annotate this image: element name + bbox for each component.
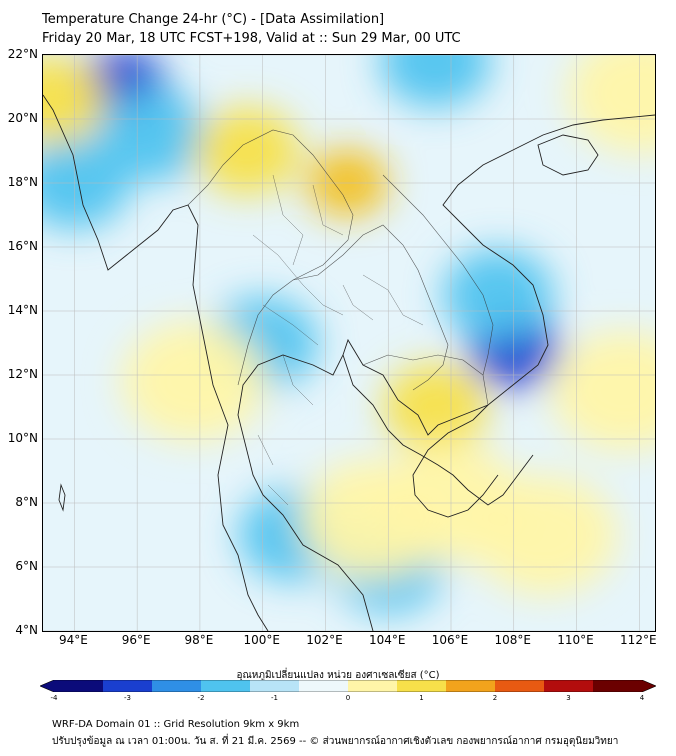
anomaly-warmer-10: [194, 107, 300, 195]
update-info: ปรับปรุงข้อมูล ณ เวลา 01:00น. วัน ส. ที่…: [52, 736, 619, 747]
colorbar-segment: [152, 680, 202, 692]
colorbar-tick-label: 1: [419, 694, 424, 702]
colorbar-max-extend: [642, 680, 656, 692]
lat-tick-label: 20°N: [7, 111, 38, 125]
lat-tick-label: 10°N: [7, 431, 38, 445]
mekong-delta: [412, 404, 499, 518]
colorbar-segment: [495, 680, 545, 692]
lat-tick-label: 12°N: [7, 367, 38, 381]
colorbar-tick-label: -1: [271, 694, 278, 702]
thai-provinces: [252, 174, 424, 506]
model-info: WRF-DA Domain 01 :: Grid Resolution 9km …: [52, 719, 300, 730]
anomaly-cold-5: [442, 249, 554, 341]
colorbar-segment: [544, 680, 594, 692]
anomaly-warm-12: [121, 321, 266, 442]
temperature-change-map: [42, 54, 656, 632]
lat-tick-label: 6°N: [15, 559, 38, 573]
lat-tick-label: 14°N: [7, 303, 38, 317]
colorbar-segment: [54, 680, 104, 692]
anomaly-warmer-11: [382, 363, 489, 451]
border-cambodia: [362, 354, 489, 406]
lon-tick-label: 100°E: [243, 633, 280, 647]
colorbar-segment: [348, 680, 398, 692]
lon-tick-label: 106°E: [431, 633, 469, 647]
border-thailand-laos: [292, 224, 449, 391]
lon-tick-label: 94°E: [58, 633, 88, 647]
colorbar-tick-label: 2: [492, 694, 498, 702]
anomaly-cold-1: [97, 89, 209, 181]
map-canvas: [43, 55, 655, 631]
colorbar-segment: [103, 680, 153, 692]
colorbar-tick-label: 3: [566, 694, 571, 702]
lon-tick-label: 96°E: [121, 633, 151, 647]
anomaly-cold-3: [380, 55, 491, 108]
colorbar-segment: [201, 680, 251, 692]
anomaly-warm-15: [551, 331, 655, 451]
andaman-islands: [58, 483, 66, 512]
colorbar-tick-label: -4: [50, 694, 58, 702]
colorbar-tick-label: -3: [124, 694, 131, 702]
colorbar-segment: [397, 680, 447, 692]
lon-tick-label: 98°E: [184, 633, 214, 647]
colorbar-label: อุณหภูมิเปลี่ยนแปลง หน่วย องศาเซลเซียส (…: [236, 670, 440, 681]
lon-tick-label: 104°E: [368, 633, 406, 647]
colorbar-tick-label: 4: [639, 694, 645, 702]
colorbar-tick-label: -2: [197, 694, 205, 702]
colorbar-segment: [446, 680, 496, 692]
mainland-coastline: [43, 94, 269, 631]
country-borders: [187, 129, 494, 506]
colorbar-tick-label: 0: [345, 694, 351, 702]
anomaly-warm-16: [567, 55, 655, 154]
map-gridlines: [43, 55, 655, 631]
colorbar-segment: [250, 680, 300, 692]
colorbar-min-extend: [40, 680, 54, 692]
gulf-of-thailand-coast: [342, 354, 534, 506]
lat-tick-label: 16°N: [7, 239, 38, 253]
hainan-island: [537, 134, 599, 176]
lon-tick-label: 112°E: [620, 633, 657, 647]
lat-tick-label: 4°N: [15, 623, 38, 637]
colorbar-segment: [593, 680, 643, 692]
border-laos-vietnam: [382, 174, 494, 376]
lon-tick-label: 102°E: [306, 633, 343, 647]
colorbar-segment: [299, 680, 349, 692]
lon-tick-label: 110°E: [557, 633, 594, 647]
malay-peninsula-east: [237, 114, 655, 631]
lat-tick-label: 8°N: [15, 495, 38, 509]
map-title: Temperature Change 24-hr (°C) - [Data As…: [42, 12, 385, 27]
colorbar: [40, 680, 656, 692]
map-subtitle: Friday 20 Mar, 18 UTC FCST+198, Valid at…: [42, 31, 461, 46]
lon-tick-label: 108°E: [494, 633, 532, 647]
border-myanmar-thailand: [187, 129, 354, 386]
lat-tick-label: 22°N: [7, 47, 38, 61]
coastlines: [43, 94, 655, 631]
temperature-field: [43, 55, 655, 613]
lat-tick-label: 18°N: [7, 175, 38, 189]
